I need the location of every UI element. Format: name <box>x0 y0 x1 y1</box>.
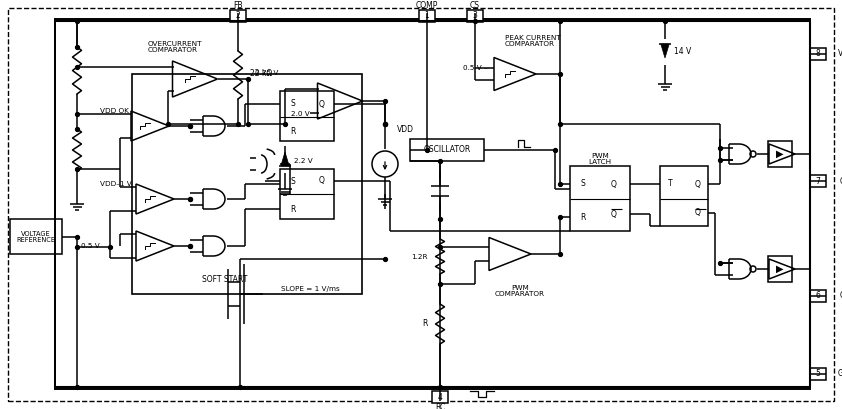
Text: VDD OK: VDD OK <box>100 108 129 114</box>
Text: ▶: ▶ <box>776 149 784 159</box>
Text: FB: FB <box>233 2 242 11</box>
Text: SLOPE = 1 V/ms: SLOPE = 1 V/ms <box>280 286 339 292</box>
Bar <box>410 139 484 161</box>
Text: R: R <box>423 319 428 328</box>
Text: Q: Q <box>319 177 325 186</box>
Text: 1: 1 <box>424 11 429 20</box>
Text: Q: Q <box>611 180 617 189</box>
Text: OVERCURRENT
COMPARATOR: OVERCURRENT COMPARATOR <box>148 40 202 54</box>
Text: COMP: COMP <box>416 2 438 11</box>
Text: PWM
LATCH: PWM LATCH <box>589 153 611 166</box>
Text: 7: 7 <box>816 177 820 186</box>
Text: 2: 2 <box>236 11 240 20</box>
Text: Q: Q <box>611 209 617 218</box>
Text: Q: Q <box>695 180 701 189</box>
Text: CS: CS <box>470 2 480 11</box>
Text: VDD: VDD <box>838 49 842 58</box>
Bar <box>280 169 334 219</box>
Bar <box>432 391 448 403</box>
Text: 1.2R: 1.2R <box>412 254 428 260</box>
Text: 22 kΩ: 22 kΩ <box>250 70 272 79</box>
Text: 3: 3 <box>472 11 477 20</box>
Bar <box>660 166 708 226</box>
Text: VDD: VDD <box>397 124 414 133</box>
Text: R: R <box>290 126 296 135</box>
Text: S: S <box>581 180 585 189</box>
Bar <box>810 290 826 302</box>
Bar <box>768 141 792 167</box>
Bar <box>419 10 435 22</box>
Bar <box>10 219 62 254</box>
Text: PWM
COMPARATOR: PWM COMPARATOR <box>495 285 545 297</box>
Text: S: S <box>290 177 296 186</box>
Text: S: S <box>290 99 296 108</box>
Text: OSCILLATOR: OSCILLATOR <box>424 146 471 155</box>
Text: 5: 5 <box>816 369 820 378</box>
Text: VOLTAGE
REFERENCE: VOLTAGE REFERENCE <box>17 231 56 243</box>
Bar <box>570 166 630 231</box>
Bar <box>55 19 810 389</box>
Bar <box>810 175 826 187</box>
Bar <box>810 48 826 60</box>
Polygon shape <box>661 44 669 58</box>
Text: 14 V: 14 V <box>674 47 691 56</box>
Text: Q: Q <box>319 99 325 108</box>
Text: SOFT START: SOFT START <box>202 274 248 283</box>
Text: VDD–1 V: VDD–1 V <box>100 181 131 187</box>
Text: 2.2 V: 2.2 V <box>294 158 312 164</box>
Text: 4: 4 <box>438 393 442 402</box>
Text: 6: 6 <box>816 292 820 301</box>
Bar <box>810 368 826 380</box>
Bar <box>467 10 483 22</box>
Text: R: R <box>580 213 586 222</box>
Text: GND: GND <box>838 369 842 378</box>
Text: 0.5 V: 0.5 V <box>81 243 100 249</box>
Text: OUTA: OUTA <box>840 177 842 186</box>
Text: 0.75 V: 0.75 V <box>255 70 279 76</box>
Text: 0.5 V –: 0.5 V – <box>463 65 488 71</box>
Polygon shape <box>280 152 289 166</box>
Text: OUTB: OUTB <box>840 292 842 301</box>
Bar <box>230 10 246 22</box>
Text: 2.0 V: 2.0 V <box>291 111 310 117</box>
Text: T: T <box>668 180 672 189</box>
Text: Q: Q <box>695 209 701 218</box>
Bar <box>768 256 792 282</box>
Text: R: R <box>290 204 296 213</box>
Text: ▶: ▶ <box>776 264 784 274</box>
Text: 8: 8 <box>816 49 820 58</box>
Bar <box>132 74 362 294</box>
Text: RC: RC <box>434 402 445 409</box>
Bar <box>280 91 334 141</box>
Text: PEAK CURRENT
COMPARATOR: PEAK CURRENT COMPARATOR <box>505 34 561 47</box>
